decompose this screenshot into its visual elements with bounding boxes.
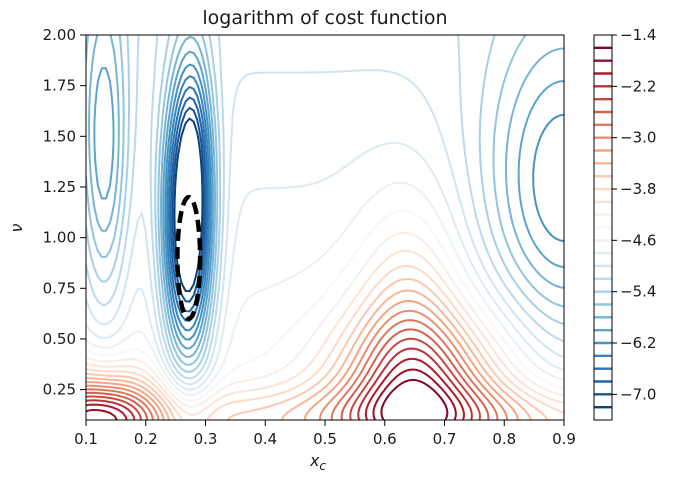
x-tick-label: 0.3 [194,430,218,448]
contour-level [86,368,457,420]
contour-level [166,75,211,332]
contour-level [86,35,564,380]
contour-level [88,35,564,358]
contour-level [86,357,465,420]
chart-title: logarithm of cost function [202,7,447,29]
contour-level [86,328,490,420]
contour-level [86,35,564,373]
contour-level [93,50,564,350]
colorbar-tick-label: −4.6 [620,231,656,249]
x-tick-label: 0.1 [74,430,98,448]
colorbar-tick-label: −1.4 [620,26,656,44]
contour-level [86,347,473,420]
contour-level [86,231,564,408]
contour-level [86,69,564,386]
colorbar-tick-label: −2.2 [620,77,656,95]
y-tick-label: 0.25 [43,381,76,399]
x-axis-label-subscript: c [319,459,326,473]
contour-level [164,63,564,341]
contour-lines [86,35,564,420]
y-tick-label: 1.50 [43,127,76,145]
y-tick-label: 0.75 [43,279,76,297]
x-axis-label-main: x [309,451,320,470]
contour-level [168,86,209,322]
contour-level [86,289,532,420]
contour-level [380,378,449,420]
colorbar-tick-label: −3.0 [620,129,656,147]
colorbar-tick-label: −7.0 [620,385,656,403]
minimum-ellipse [175,194,203,321]
x-tick-label: 0.9 [552,430,576,448]
contour-level [86,181,564,397]
y-tick-label: 0.50 [43,330,76,348]
colorbar-tick-label: −3.8 [620,180,656,198]
x-tick-label: 0.5 [313,430,337,448]
y-axis-ticks: 0.25 0.50 0.75 1.00 1.25 1.50 1.75 2.00 [43,26,86,399]
y-tick-label: 1.00 [43,229,76,247]
contour-level [86,300,519,420]
contour-level [86,141,564,391]
x-tick-label: 0.6 [373,430,397,448]
x-tick-label: 0.8 [492,430,516,448]
x-axis-label: xc [309,451,326,473]
contour-level [86,209,564,402]
colorbar: −1.4 −2.2 −3.0 −3.8 −4.6 −5.4 −6.2 −7.0 [593,26,656,421]
x-tick-label: 0.2 [134,430,158,448]
minimum-region [175,194,203,321]
y-axis-label: ν [7,223,26,232]
x-tick-label: 0.4 [253,430,277,448]
contour-level [86,337,481,420]
contour-level [86,309,509,420]
y-tick-label: 1.75 [43,77,76,95]
contour-level [86,319,499,420]
contour-level [86,35,564,366]
y-tick-label: 2.00 [43,26,76,44]
contour-level [86,278,549,420]
contour-level [86,265,564,420]
colorbar-tick-label: −5.4 [620,283,656,301]
x-axis-ticks: 0.1 0.2 0.3 0.4 0.5 0.6 0.7 0.8 0.9 [74,420,576,448]
contour-level [86,249,564,416]
colorbar-tick-label: −6.2 [620,334,656,352]
y-tick-label: 1.25 [43,178,76,196]
x-tick-label: 0.7 [433,430,457,448]
colorbar-frame [593,34,613,421]
